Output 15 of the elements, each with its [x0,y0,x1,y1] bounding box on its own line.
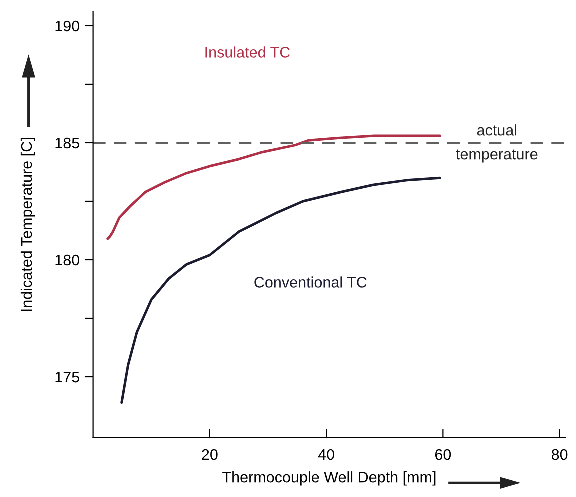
y-tick-label: 180 [56,254,80,266]
text: Insulated TC [206,46,290,58]
text: Conventional TC [254,276,367,288]
y-tick-label: 190 [56,20,80,32]
x-tick-label: 20 [202,449,218,460]
x-axis-title: Thermocouple Well Depth [mm] [222,472,436,486]
x-tick-label: 40 [318,449,334,460]
line-series [106,134,442,240]
y-tick-label: 185 [56,138,80,149]
line-series [120,176,442,404]
x-tick-label: 60 [435,449,452,460]
y-axis-title: Indicated Temperature [C] [20,138,36,312]
x-tick-label: 80 [552,449,568,460]
y-tick-label: 175 [56,372,80,383]
ref-line-label: actual temperature [456,124,538,163]
